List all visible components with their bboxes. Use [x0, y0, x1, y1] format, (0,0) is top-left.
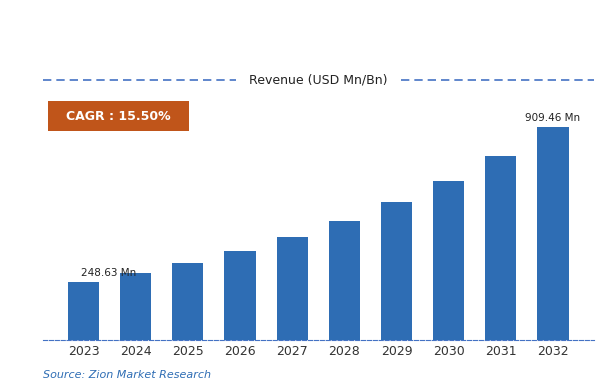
Bar	[537, 127, 569, 340]
Text: Global Solar Battery Market,: Global Solar Battery Market,	[0, 24, 168, 42]
Bar	[381, 202, 412, 340]
Bar	[68, 282, 99, 340]
Text: Revenue (USD Mn/Bn): Revenue (USD Mn/Bn)	[249, 74, 387, 87]
Text: 2024-2032 (USD Million): 2024-2032 (USD Million)	[174, 24, 400, 42]
Bar	[433, 181, 465, 340]
Bar	[172, 262, 203, 340]
Text: 248.63 Mn: 248.63 Mn	[81, 267, 136, 278]
Text: 909.46 Mn: 909.46 Mn	[525, 113, 581, 123]
Text: CAGR : 15.50%: CAGR : 15.50%	[66, 109, 171, 122]
Bar	[277, 237, 308, 340]
Text: Source: Zion Market Research: Source: Zion Market Research	[43, 370, 211, 380]
Bar	[485, 156, 517, 340]
Bar	[120, 273, 151, 340]
FancyBboxPatch shape	[48, 101, 188, 131]
Bar	[329, 221, 360, 340]
Bar	[225, 251, 256, 340]
